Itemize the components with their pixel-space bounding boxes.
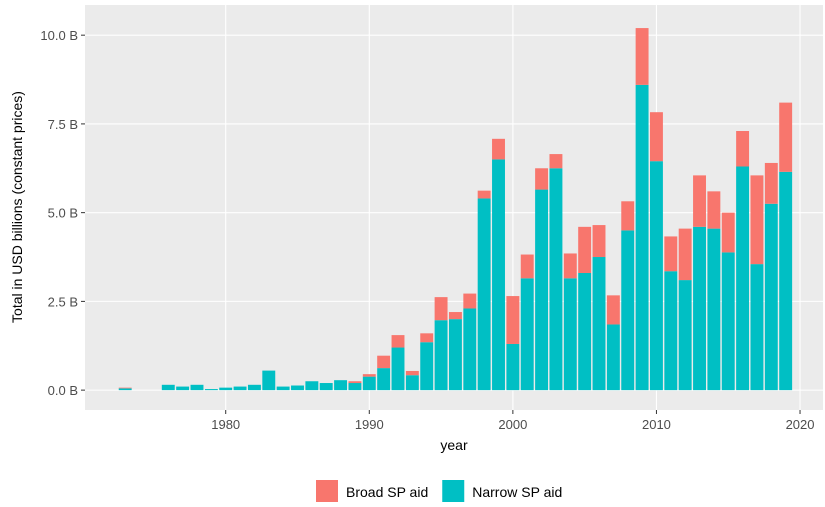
bar-segment [506,343,520,391]
bar-segment [578,226,592,273]
legend-label: Narrow SP aid [472,484,562,500]
x-axis-title: year [440,437,468,453]
bar-segment [606,324,620,391]
bar-segment [549,154,563,169]
bar-segment [262,370,276,391]
bar-segment [664,236,678,272]
bar-segment [621,230,635,391]
y-tick-label: 0.0 B [48,383,78,398]
bar-segment [420,333,434,343]
bar-segment [664,271,678,391]
bar-segment [276,386,290,391]
y-tick-label: 7.5 B [48,117,78,132]
bar-segment [291,385,304,391]
bar-segment [750,175,764,265]
bar-segment [391,347,405,391]
bar-segment [693,226,706,391]
x-tick-label: 1990 [355,417,384,432]
x-tick-label: 2000 [498,417,527,432]
bar-segment [649,161,663,391]
bar-segment [779,102,793,172]
bar-segment [448,319,462,391]
bar-segment [219,387,233,391]
bar-segment [764,203,778,391]
y-tick-label: 5.0 B [48,206,78,221]
bar-segment [707,228,721,391]
bar-segment [463,293,477,309]
bar-segment [434,320,448,391]
bar-segment [247,384,261,391]
bar-segment [621,201,635,231]
bar-segment [592,225,606,258]
bar-segment [161,384,175,391]
bar-segment [448,312,462,320]
bar-segment [405,370,419,376]
bar-segment [736,166,750,391]
bar-segment [535,168,549,190]
legend-label: Broad SP aid [346,484,428,500]
bar-segment [578,272,592,391]
bar-segment [319,383,333,391]
bar-segment [635,28,649,85]
bar-segment [606,295,620,325]
bar-segment [678,228,692,281]
bar-segment [377,368,391,391]
bar-segment [391,335,405,348]
x-tick-label: 2020 [786,417,815,432]
bar-segment [362,376,376,391]
bar-segment [492,159,505,391]
y-axis-title: Total in USD billions (constant prices) [9,91,25,323]
bar-segment [535,189,549,391]
bar-segment [492,138,505,160]
bar-segment [721,252,735,391]
bar-segment [764,162,778,204]
bar-segment [707,191,721,229]
bar-segment [678,280,692,391]
bar-segment [693,175,706,227]
bar-segment [649,112,663,162]
bar-segment [233,386,247,391]
bar-segment [377,355,391,369]
bar-segment [118,387,132,389]
bar-segment [477,198,491,391]
bar-segment [334,380,348,391]
bar-segment [563,253,577,279]
bar-segment [190,384,204,391]
x-tick-label: 2010 [642,417,671,432]
bar-segment [750,264,764,391]
x-tick-label: 1980 [211,417,240,432]
bar-segment [362,374,376,377]
bar-segment [348,383,362,391]
bar-segment [549,168,563,391]
bar-segment [405,375,419,391]
bar-segment [176,386,190,391]
bar-segment [204,389,218,391]
bar-segment [118,388,132,391]
bar-segment [721,212,735,253]
bar-segment [305,381,319,391]
bar-segment [520,278,534,391]
y-tick-label: 10.0 B [40,28,78,43]
bar-segment [563,278,577,391]
bar-segment [506,296,520,344]
bar-segment [463,308,477,391]
bar-segment [635,84,649,391]
bar-segment [348,381,362,384]
legend-key [442,480,465,502]
bar-segment [592,257,606,391]
bar-segment [477,190,491,199]
y-tick-label: 2.5 B [48,294,78,309]
bar-segment [736,131,750,167]
bar-segment [434,297,448,321]
bar-segment [520,254,534,279]
legend-key [316,480,338,502]
bar-segment [779,171,793,391]
bar-segment [420,342,434,391]
